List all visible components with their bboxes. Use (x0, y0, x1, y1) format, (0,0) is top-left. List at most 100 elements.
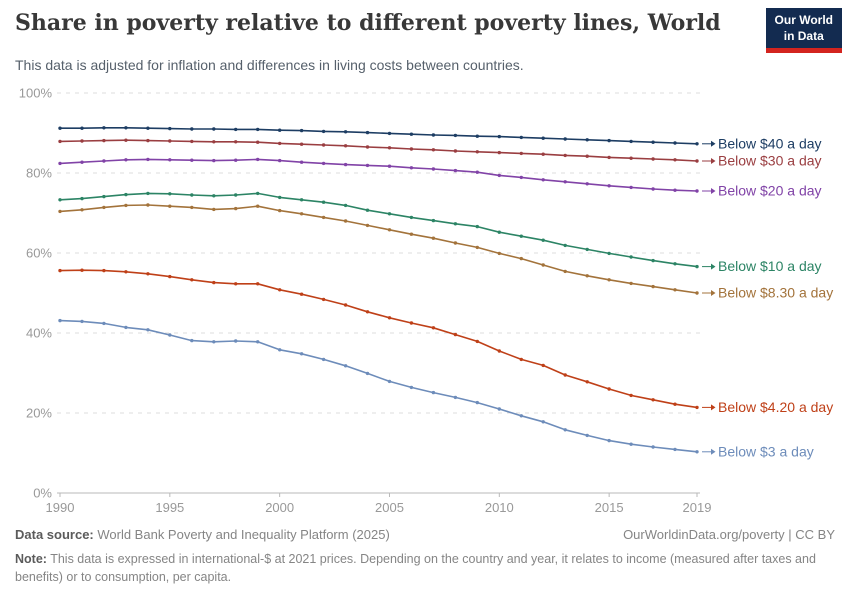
data-point-marker[interactable] (365, 208, 370, 212)
data-point-marker[interactable] (497, 150, 501, 155)
data-point-marker[interactable] (409, 215, 414, 220)
data-point-marker[interactable] (563, 373, 567, 377)
owid-logo[interactable]: Our World in Data (765, 8, 842, 54)
data-point-marker[interactable] (409, 166, 414, 170)
data-point-marker[interactable] (321, 297, 326, 302)
data-point-marker[interactable] (343, 219, 348, 223)
data-point-marker[interactable] (475, 224, 479, 229)
data-point-marker[interactable] (431, 326, 436, 330)
data-point-marker[interactable] (387, 146, 392, 150)
data-point-marker[interactable] (585, 274, 589, 278)
data-point-marker[interactable] (629, 281, 633, 286)
data-point-marker[interactable] (343, 144, 348, 148)
data-point-marker[interactable] (497, 173, 501, 178)
data-point-marker[interactable] (299, 142, 304, 146)
data-point-marker[interactable] (234, 158, 238, 162)
data-point-marker[interactable] (190, 127, 194, 131)
data-point-marker[interactable] (585, 138, 589, 142)
data-point-marker[interactable] (146, 272, 150, 276)
data-point-marker[interactable] (695, 159, 699, 163)
data-point-marker[interactable] (585, 154, 589, 158)
data-point-marker[interactable] (475, 150, 479, 154)
data-point-marker[interactable] (58, 139, 62, 144)
data-point-marker[interactable] (453, 332, 458, 337)
data-point-marker[interactable] (541, 136, 545, 140)
data-point-marker[interactable] (80, 126, 84, 130)
data-point-marker[interactable] (563, 153, 567, 158)
data-point-marker[interactable] (541, 178, 545, 182)
data-point-marker[interactable] (453, 395, 458, 400)
data-point-marker[interactable] (629, 185, 633, 190)
data-point-marker[interactable] (563, 269, 567, 274)
data-point-marker[interactable] (80, 160, 84, 164)
data-point-marker[interactable] (475, 170, 479, 174)
series-line[interactable] (59, 319, 698, 453)
data-point-marker[interactable] (168, 204, 172, 208)
data-point-marker[interactable] (607, 278, 611, 282)
data-point-marker[interactable] (365, 145, 370, 149)
data-point-marker[interactable] (607, 438, 611, 443)
data-point-marker[interactable] (475, 339, 479, 344)
data-point-marker[interactable] (519, 414, 523, 418)
data-point-marker[interactable] (497, 230, 501, 234)
data-point-marker[interactable] (651, 284, 655, 289)
data-point-marker[interactable] (409, 385, 414, 390)
data-point-marker[interactable] (475, 400, 479, 405)
data-point-marker[interactable] (607, 387, 611, 391)
data-point-marker[interactable] (256, 340, 260, 344)
data-point-marker[interactable] (102, 138, 106, 143)
data-point-marker[interactable] (80, 319, 84, 324)
data-point-marker[interactable] (409, 232, 414, 236)
data-point-marker[interactable] (409, 147, 414, 151)
data-point-marker[interactable] (629, 442, 633, 446)
data-point-marker[interactable] (343, 303, 348, 307)
data-point-marker[interactable] (519, 256, 523, 261)
data-point-marker[interactable] (234, 127, 238, 132)
series-label[interactable]: Below $40 a day (718, 135, 822, 151)
data-point-marker[interactable] (563, 137, 567, 141)
data-point-marker[interactable] (212, 158, 216, 163)
data-point-marker[interactable] (431, 148, 436, 152)
data-point-marker[interactable] (409, 321, 414, 325)
data-point-marker[interactable] (212, 207, 216, 212)
data-point-marker[interactable] (365, 163, 370, 168)
data-point-marker[interactable] (146, 328, 150, 332)
data-point-marker[interactable] (190, 338, 194, 343)
data-point-marker[interactable] (278, 141, 282, 146)
series-line[interactable] (60, 126, 698, 145)
data-point-marker[interactable] (497, 134, 501, 139)
data-point-marker[interactable] (146, 203, 150, 207)
data-point-marker[interactable] (607, 155, 611, 160)
data-point-marker[interactable] (278, 128, 282, 132)
data-point-marker[interactable] (387, 131, 392, 136)
series-label[interactable]: Below $30 a day (718, 153, 822, 169)
data-point-marker[interactable] (651, 157, 655, 161)
data-point-marker[interactable] (651, 140, 655, 144)
data-point-marker[interactable] (124, 126, 128, 130)
chart-svg[interactable]: 0% 20% 40% 60% 80% 100% 1990 1995 2000 2005 2010 20… (0, 80, 850, 525)
data-point-marker[interactable] (387, 379, 392, 384)
series-line[interactable] (59, 204, 698, 294)
data-point-marker[interactable] (651, 445, 655, 449)
data-point-marker[interactable] (58, 268, 62, 273)
data-point-marker[interactable] (124, 325, 128, 330)
data-point-marker[interactable] (541, 363, 545, 368)
data-point-marker[interactable] (651, 258, 655, 263)
data-point-marker[interactable] (387, 212, 392, 216)
data-point-marker[interactable] (321, 200, 326, 204)
data-point-marker[interactable] (607, 251, 611, 256)
data-point-marker[interactable] (563, 243, 567, 248)
data-point-marker[interactable] (387, 164, 392, 168)
data-point-marker[interactable] (519, 175, 523, 180)
data-point-marker[interactable] (629, 156, 633, 160)
data-point-marker[interactable] (299, 292, 304, 296)
series-label[interactable]: Below $8.30 a day (718, 285, 833, 301)
data-point-marker[interactable] (299, 352, 304, 356)
data-point-marker[interactable] (651, 398, 655, 402)
series-line[interactable] (59, 192, 698, 268)
data-point-marker[interactable] (102, 321, 106, 326)
data-point-marker[interactable] (278, 158, 282, 163)
data-point-marker[interactable] (146, 191, 150, 196)
data-point-marker[interactable] (168, 192, 172, 196)
data-point-marker[interactable] (190, 193, 194, 197)
